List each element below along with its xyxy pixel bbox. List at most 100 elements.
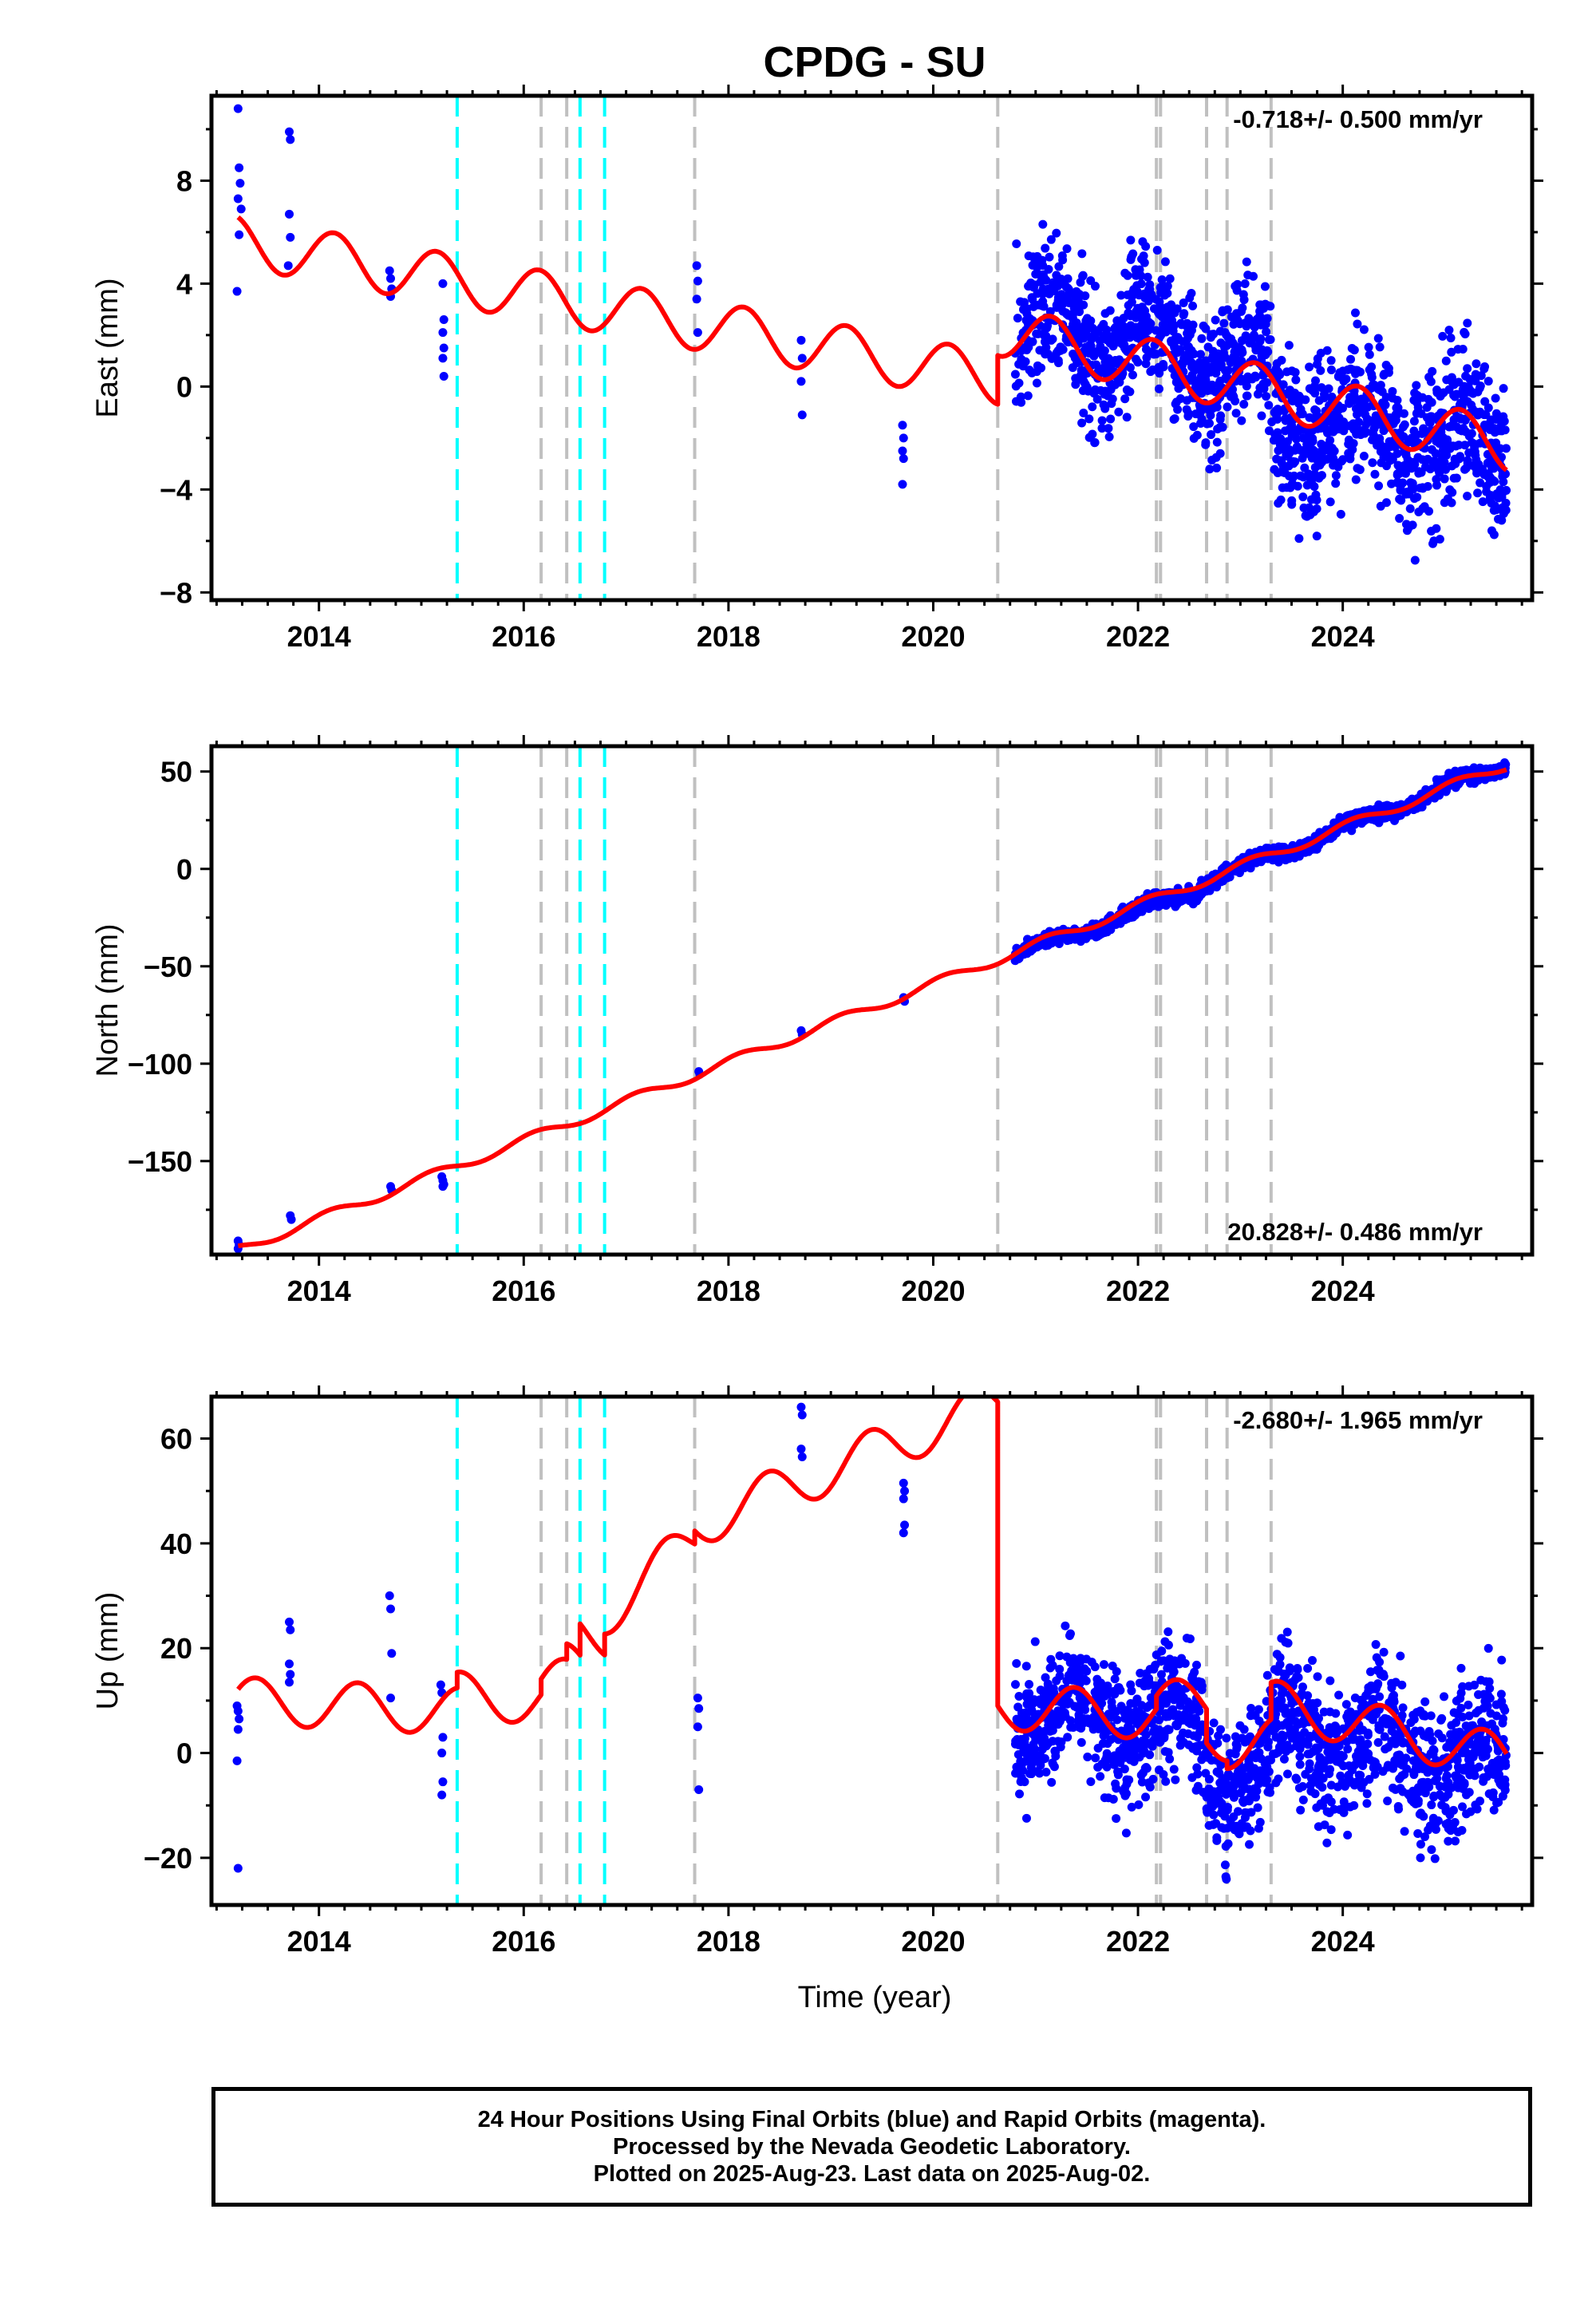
data-point bbox=[1441, 356, 1451, 366]
y-tick-label: 50 bbox=[160, 756, 192, 788]
data-point bbox=[1132, 1694, 1142, 1704]
data-point bbox=[1331, 471, 1341, 480]
data-point bbox=[1126, 1724, 1136, 1733]
data-point bbox=[1216, 1725, 1226, 1734]
data-point bbox=[1255, 1738, 1265, 1748]
data-point bbox=[1202, 1804, 1211, 1813]
data-point bbox=[1387, 1737, 1396, 1746]
data-point bbox=[1090, 1662, 1100, 1672]
data-point bbox=[1192, 1763, 1202, 1773]
data-point bbox=[285, 209, 294, 219]
data-point bbox=[1010, 370, 1020, 379]
data-point bbox=[1393, 478, 1402, 488]
data-point bbox=[285, 1659, 294, 1669]
data-point bbox=[694, 1704, 704, 1713]
data-point bbox=[1052, 271, 1061, 280]
data-point bbox=[1088, 429, 1097, 439]
data-point bbox=[1204, 381, 1214, 390]
data-point bbox=[1327, 450, 1337, 460]
data-point bbox=[1218, 307, 1227, 317]
data-point bbox=[1445, 1737, 1455, 1747]
data-point bbox=[1096, 1772, 1105, 1781]
data-point bbox=[1312, 496, 1321, 505]
data-point bbox=[1474, 460, 1483, 469]
data-point bbox=[796, 377, 806, 386]
data-point bbox=[233, 1725, 243, 1734]
data-point bbox=[286, 1670, 295, 1679]
y-axis-label: North (mm) bbox=[91, 923, 124, 1077]
data-point bbox=[1369, 429, 1378, 439]
data-point bbox=[1496, 1690, 1506, 1699]
data-point bbox=[1146, 367, 1156, 377]
data-point bbox=[1375, 342, 1385, 352]
data-point bbox=[1169, 415, 1179, 425]
data-point bbox=[1331, 458, 1341, 468]
data-point bbox=[285, 1678, 294, 1687]
data-point bbox=[1145, 1750, 1155, 1760]
data-point bbox=[1244, 1757, 1254, 1766]
data-point bbox=[1244, 1796, 1254, 1806]
data-point bbox=[1073, 1674, 1082, 1684]
data-point bbox=[1273, 405, 1282, 414]
data-point bbox=[796, 335, 806, 345]
data-point bbox=[1029, 280, 1039, 290]
data-point bbox=[438, 1733, 448, 1742]
data-point bbox=[1370, 1757, 1380, 1767]
data-point bbox=[1325, 436, 1335, 445]
data-point bbox=[1243, 1775, 1253, 1784]
data-point bbox=[1164, 1658, 1174, 1668]
data-point bbox=[1239, 1823, 1249, 1832]
data-point bbox=[1144, 904, 1154, 914]
data-point bbox=[1393, 403, 1403, 413]
data-point bbox=[1408, 1710, 1418, 1720]
data-point bbox=[1188, 320, 1198, 330]
data-point bbox=[1413, 1828, 1423, 1838]
data-point bbox=[899, 1528, 908, 1538]
data-point bbox=[1145, 285, 1155, 294]
data-point bbox=[1276, 456, 1286, 465]
data-point bbox=[1069, 1661, 1079, 1670]
data-point bbox=[1329, 427, 1338, 437]
data-point bbox=[1476, 438, 1485, 448]
data-point bbox=[899, 433, 908, 443]
data-point bbox=[1079, 300, 1088, 310]
data-point bbox=[1134, 1800, 1144, 1809]
data-point bbox=[1148, 1774, 1158, 1784]
data-point bbox=[693, 328, 702, 338]
data-point bbox=[1262, 1775, 1272, 1784]
data-point bbox=[1010, 1680, 1020, 1690]
data-point bbox=[236, 204, 246, 214]
data-point bbox=[1463, 364, 1472, 373]
data-point bbox=[1495, 444, 1505, 453]
data-point bbox=[1025, 1680, 1034, 1690]
data-point bbox=[1105, 338, 1115, 348]
data-point bbox=[285, 1617, 294, 1626]
data-point bbox=[1152, 246, 1162, 255]
data-point bbox=[1485, 1684, 1495, 1694]
data-point bbox=[1160, 1637, 1170, 1646]
data-point bbox=[1185, 330, 1195, 340]
data-point bbox=[1045, 252, 1054, 262]
data-point bbox=[1161, 1777, 1171, 1786]
data-point bbox=[1062, 244, 1072, 254]
data-point bbox=[1038, 260, 1048, 270]
data-point bbox=[1141, 1730, 1151, 1740]
data-point bbox=[1293, 481, 1302, 491]
data-point bbox=[693, 1722, 702, 1732]
data-point bbox=[1299, 503, 1309, 512]
data-point bbox=[1456, 1663, 1466, 1673]
data-point bbox=[286, 1215, 296, 1224]
data-point bbox=[1359, 325, 1369, 334]
data-point bbox=[1362, 1799, 1372, 1808]
data-point bbox=[1169, 322, 1179, 331]
data-point bbox=[1111, 1779, 1120, 1788]
data-point bbox=[1141, 1792, 1151, 1802]
data-point bbox=[1172, 1711, 1182, 1721]
data-point bbox=[1499, 477, 1508, 487]
data-point bbox=[1052, 228, 1061, 238]
data-point bbox=[1112, 1715, 1122, 1725]
data-point bbox=[1275, 852, 1285, 862]
data-point bbox=[1343, 1830, 1353, 1840]
data-point bbox=[1032, 367, 1041, 377]
data-point bbox=[1497, 487, 1507, 496]
